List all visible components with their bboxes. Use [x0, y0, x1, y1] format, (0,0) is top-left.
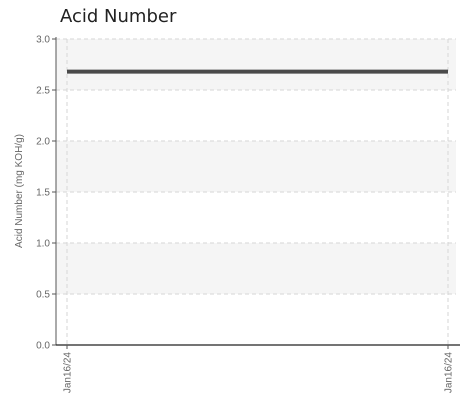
chart-title: Acid Number: [60, 6, 177, 27]
grid-lines: [56, 38, 456, 345]
y-tick-label: 3.0: [36, 35, 50, 46]
y-tick-label: 0.0: [36, 341, 50, 352]
y-ticks: 0.0 0.5 1.0 1.5 2.0 2.5 3.0: [36, 35, 56, 352]
y-tick-label: 1.5: [36, 188, 50, 199]
y-tick-label: 0.5: [36, 290, 50, 301]
background-band: [56, 39, 456, 90]
y-tick-label: 2.5: [36, 86, 50, 97]
background-bands: [56, 39, 456, 294]
y-axis-label: Acid Number (mg KOH/g): [14, 134, 25, 248]
x-tick-label: Jan16/24: [63, 352, 74, 394]
background-band: [56, 141, 456, 192]
background-band: [56, 243, 456, 294]
x-tick-label: Jan16/24: [444, 352, 455, 394]
y-tick-label: 1.0: [36, 239, 50, 250]
y-tick-label: 2.0: [36, 137, 50, 148]
x-ticks: Jan16/24 Jan16/24: [63, 345, 455, 393]
